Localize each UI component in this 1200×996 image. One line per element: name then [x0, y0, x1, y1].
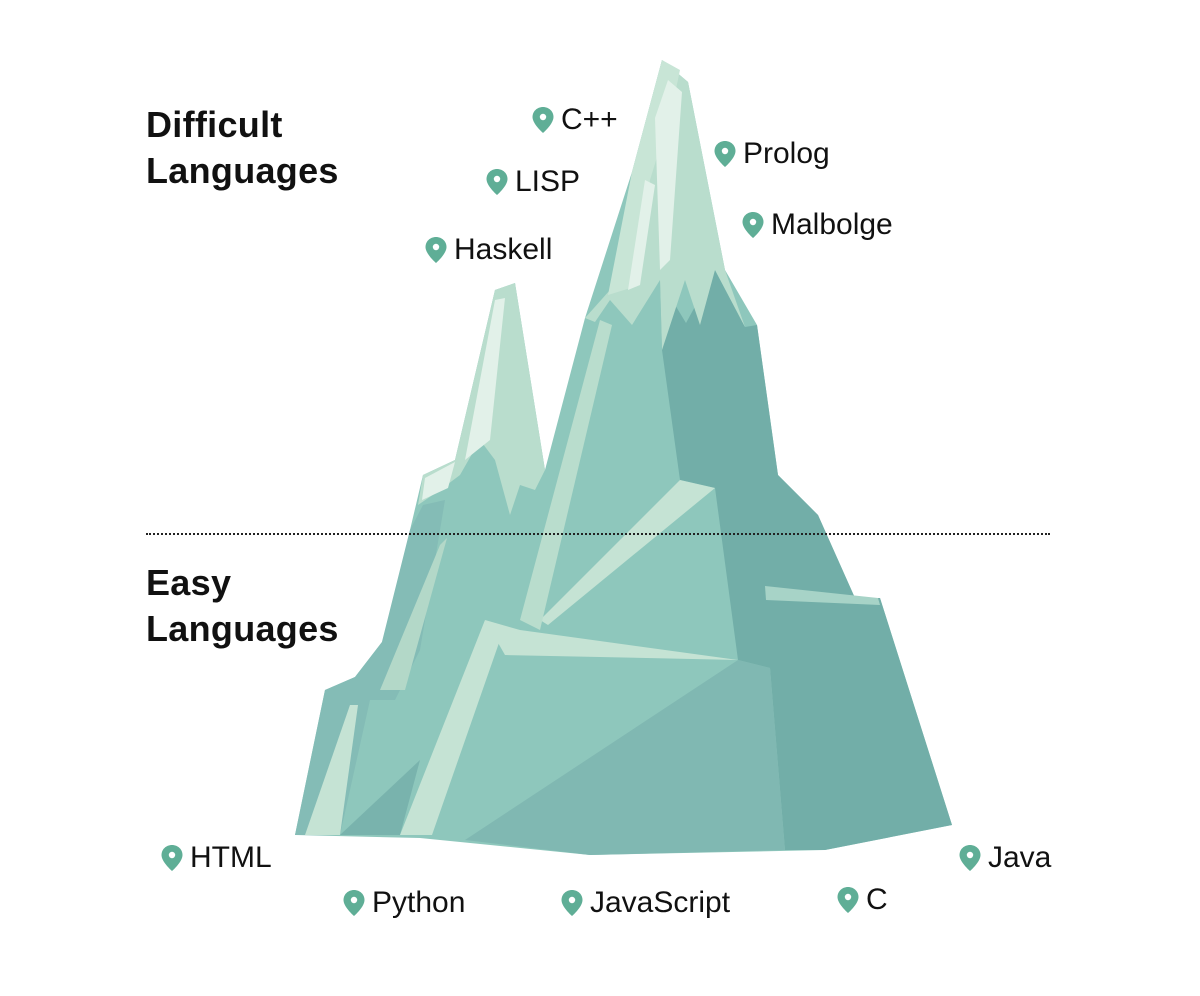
location-pin-icon: [532, 107, 554, 133]
location-pin-icon: [959, 845, 981, 871]
language-marker-lisp: LISP: [485, 164, 580, 200]
language-marker-malbolge: Malbolge: [741, 207, 893, 243]
language-name-malbolge: Malbolge: [771, 208, 893, 241]
language-marker-haskell: Haskell: [424, 232, 552, 268]
language-name-java: Java: [988, 841, 1052, 874]
difficult-heading-line-2: Languages: [146, 150, 339, 191]
language-name-c: C: [866, 883, 888, 916]
language-name-html: HTML: [190, 841, 272, 874]
language-name-javascript: JavaScript: [590, 886, 731, 919]
language-name-prolog: Prolog: [743, 137, 830, 170]
location-pin-icon: [742, 212, 764, 238]
location-pin-icon: [486, 169, 508, 195]
language-name-haskell: Haskell: [454, 233, 553, 266]
language-marker-html: HTML: [160, 840, 272, 876]
easy-heading-line-1: Easy: [146, 562, 232, 603]
language-name-python: Python: [372, 886, 466, 919]
waterline-divider: [146, 533, 1050, 535]
location-pin-icon: [161, 845, 183, 871]
location-pin-icon: [343, 890, 365, 916]
difficult-heading-line-1: Difficult: [146, 104, 283, 145]
location-pin-icon: [714, 141, 736, 167]
location-pin-icon: [561, 890, 583, 916]
language-marker-prolog: Prolog: [713, 136, 830, 172]
language-marker-java: Java: [958, 840, 1051, 876]
location-pin-icon: [837, 887, 859, 913]
language-marker-cpp: C++: [531, 102, 618, 138]
language-marker-c: C: [836, 882, 888, 918]
location-pin-icon: [425, 237, 447, 263]
easy-heading-line-2: Languages: [146, 608, 339, 649]
language-marker-javascript: JavaScript: [560, 885, 730, 921]
language-name-lisp: LISP: [515, 165, 581, 198]
language-name-cpp: C++: [561, 103, 618, 136]
difficult-heading: Difficult Languages: [146, 102, 339, 194]
easy-heading: Easy Languages: [146, 560, 339, 652]
language-marker-python: Python: [342, 885, 465, 921]
